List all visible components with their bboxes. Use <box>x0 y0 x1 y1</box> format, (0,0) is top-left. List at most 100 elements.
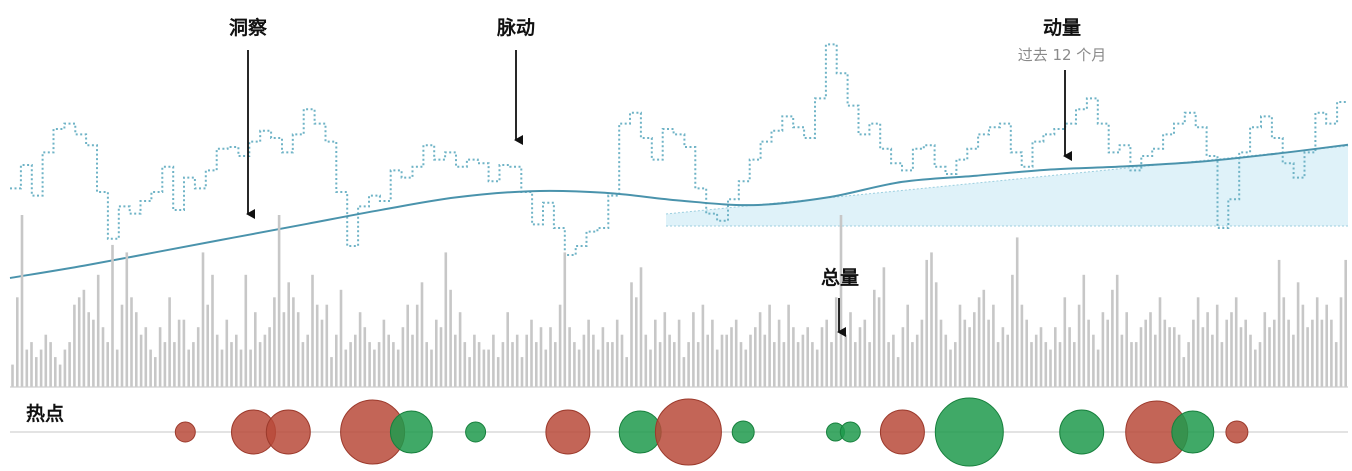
volume-bar <box>277 215 281 387</box>
volume-bar <box>373 349 376 387</box>
volume-bar <box>106 342 109 387</box>
volume-bar <box>1015 237 1019 387</box>
volume-bar <box>677 319 681 387</box>
volume-bar <box>25 349 29 387</box>
volume-bar <box>335 334 338 387</box>
momentum-forecast-area <box>666 146 1348 226</box>
volume-bar <box>1196 297 1200 387</box>
volume-bar <box>487 349 490 387</box>
volume-bar <box>368 342 371 387</box>
volume-bar <box>101 327 105 387</box>
volume-bar <box>915 334 919 387</box>
volume-bar <box>620 334 624 387</box>
volume-bar <box>1330 319 1333 387</box>
volume-bar <box>1268 327 1271 387</box>
volume-bar <box>649 349 652 387</box>
volume-bar <box>1168 327 1171 387</box>
volume-bar <box>1311 319 1314 387</box>
volume-bar <box>1111 289 1114 387</box>
volume-bar <box>282 312 286 387</box>
volume-bar <box>668 334 671 387</box>
volume-bar <box>706 334 709 387</box>
volume-bar <box>1149 312 1152 387</box>
hotspot-label: 热点 <box>26 402 64 425</box>
momentum-sublabel: 过去 12 个月 <box>1018 46 1107 64</box>
volume-bar <box>635 297 638 387</box>
volume-bar <box>687 342 690 387</box>
volume-bar <box>225 319 229 387</box>
volume-bar <box>401 327 405 387</box>
volume-bar <box>230 342 233 387</box>
volume-bar <box>992 304 995 387</box>
volume-bar <box>582 334 586 387</box>
volume-bar <box>777 319 781 387</box>
volume-bar <box>639 267 643 387</box>
volume-bar <box>406 304 409 387</box>
volume-bar <box>154 357 157 387</box>
volume-bar <box>1120 334 1124 387</box>
volume-bar <box>268 327 271 387</box>
volume-bar <box>549 327 552 387</box>
hotspot-bubble-positive <box>465 421 487 443</box>
volume-bar <box>734 319 738 387</box>
volume-bar <box>1034 334 1038 387</box>
volume-bar <box>558 304 562 387</box>
volume-bar <box>963 319 967 387</box>
volume-bar <box>625 357 628 387</box>
volume-bar <box>1215 304 1219 387</box>
volume-bar <box>1239 327 1243 387</box>
volume-bar <box>1049 349 1052 387</box>
volume-bar <box>135 312 138 387</box>
volume-bar <box>763 334 767 387</box>
volume-bar <box>1273 319 1276 387</box>
volume-bar <box>296 312 300 387</box>
volume-bar <box>520 357 524 387</box>
volume-bar <box>615 319 619 387</box>
volume-bar <box>435 319 438 387</box>
volume-bar <box>39 349 43 387</box>
volume-bar <box>258 342 262 387</box>
volume-bar <box>115 349 119 387</box>
volume-bar <box>1206 312 1209 387</box>
hotspot-bubble-positive <box>731 420 755 444</box>
volume-bar <box>611 342 614 387</box>
volume-bar <box>415 304 419 387</box>
volume-bar <box>144 327 148 387</box>
hotspot-bubble-negative <box>545 409 591 455</box>
volume-bar <box>892 334 895 387</box>
pulse-label: 脉动 <box>496 16 535 39</box>
volume-bar <box>696 342 700 387</box>
volume-bar <box>68 342 71 387</box>
volume-bar <box>30 342 33 387</box>
volume-bar <box>539 327 543 387</box>
trend-line <box>9 143 1349 279</box>
volume-bar <box>863 319 867 387</box>
volume-bar <box>887 342 890 387</box>
volume-bar <box>630 282 633 387</box>
volume-bar <box>387 334 390 387</box>
volume-bar <box>749 334 752 387</box>
hotspot-bubble-positive <box>839 421 861 443</box>
volume-bar <box>1001 327 1005 387</box>
volume-bar <box>235 334 238 387</box>
volume-bar <box>1006 334 1009 387</box>
volume-bar <box>454 334 457 387</box>
volume-bar <box>344 349 348 387</box>
volume-bar <box>1068 327 1071 387</box>
volume-bar <box>711 319 714 387</box>
volume-bar <box>1187 342 1190 387</box>
volume-bar <box>506 312 509 387</box>
volume-bar <box>1073 342 1076 387</box>
volume-bar <box>58 364 62 387</box>
volume-bar <box>96 274 100 387</box>
volume-bar <box>82 289 86 387</box>
hotspot-bubble-positive <box>1059 409 1105 455</box>
volume-bar <box>868 342 871 387</box>
volume-bar <box>811 342 814 387</box>
volume-bar <box>673 342 676 387</box>
volume-bar <box>515 334 519 387</box>
volume-bar <box>63 349 67 387</box>
volume-bar <box>1287 319 1290 387</box>
volume-bar <box>1044 342 1048 387</box>
volume-bar <box>1225 319 1228 387</box>
